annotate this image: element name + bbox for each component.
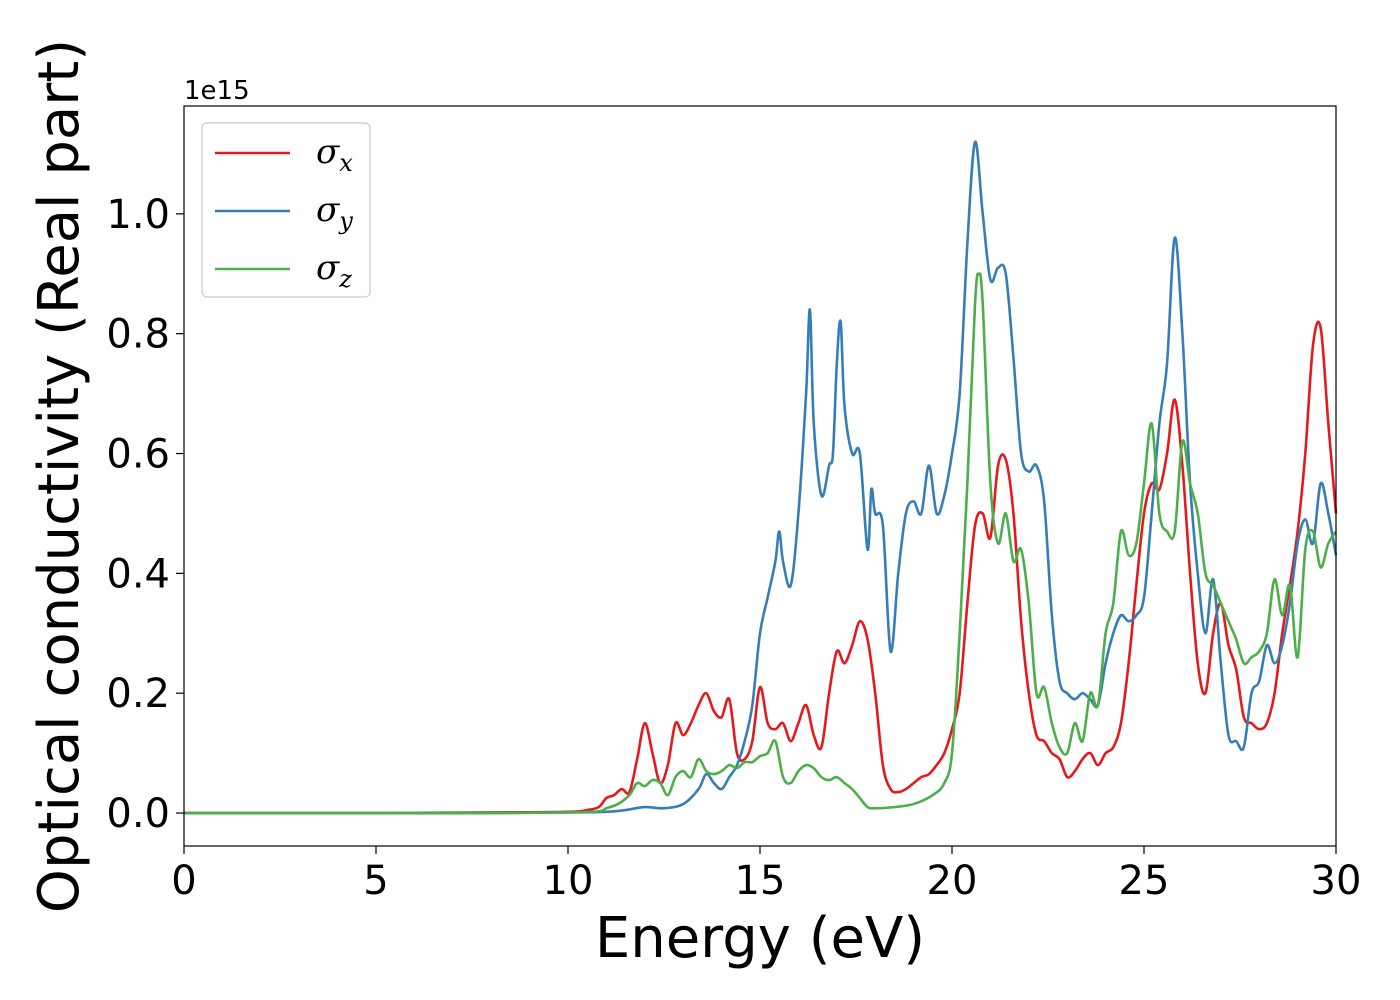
y-tick-label: 1.0	[106, 192, 170, 238]
y-tick-label: 0.8	[106, 312, 170, 358]
x-tick-label: 0	[171, 858, 196, 904]
y-tick-label: 0.0	[106, 791, 170, 837]
legend-items: σx σy σz	[215, 132, 353, 293]
series-layer	[183, 140, 1338, 815]
y-tick-label: 0.2	[106, 671, 170, 717]
ticks-layer: 0 5 10 15 20 25 30 0.0 0.2 0.4 0.6 0.8 1.0	[106, 192, 1361, 904]
series-line-y	[184, 140, 1338, 815]
x-tick-label: 15	[735, 858, 786, 904]
x-tick-label: 5	[363, 858, 388, 904]
legend-label-x: σx	[316, 132, 353, 177]
legend-label-y: σy	[316, 190, 353, 235]
legend: σx σy σz	[201, 122, 371, 298]
y-axis-title: Optical conductivity (Real part)	[27, 39, 92, 913]
x-tick-label: 25	[1119, 858, 1170, 904]
x-tick-label: 20	[927, 858, 978, 904]
x-tick-label: 10	[543, 858, 594, 904]
x-axis-title: Energy (eV)	[595, 906, 925, 971]
y-axis-offset-label: 1e15	[184, 76, 250, 106]
series-line-z	[184, 272, 1338, 815]
y-tick-label: 0.6	[106, 432, 170, 478]
series-line-x	[183, 320, 1338, 815]
legend-label-z: σz	[316, 248, 352, 293]
y-tick-label: 0.4	[106, 551, 170, 597]
x-tick-label: 30	[1311, 858, 1362, 904]
